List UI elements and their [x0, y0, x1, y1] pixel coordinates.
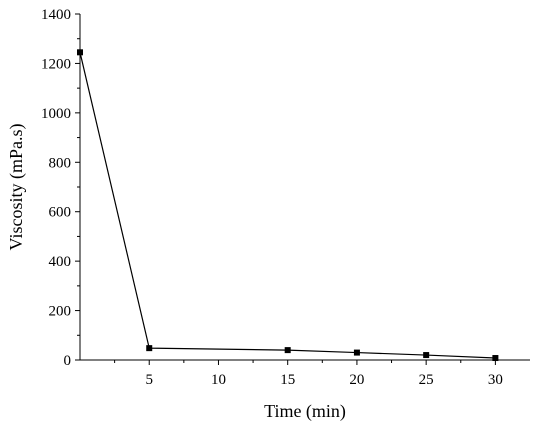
y-tick-label: 600: [49, 205, 72, 221]
data-point: [353, 349, 360, 356]
x-axis-title: Time (min): [264, 401, 346, 422]
x-tick-label: 5: [145, 372, 153, 388]
data-point: [146, 345, 153, 352]
data-point: [77, 49, 83, 56]
y-tick-label: 200: [49, 304, 72, 320]
y-tick-label: 1000: [41, 106, 71, 122]
data-point: [492, 355, 499, 362]
data-point: [284, 347, 291, 354]
y-tick-label: 0: [64, 353, 72, 369]
series-layer: [77, 49, 499, 362]
plot-area: [79, 14, 530, 361]
x-tick-label: 20: [349, 372, 364, 388]
x-tick-label: 15: [280, 372, 295, 388]
x-tick-label: 10: [211, 372, 226, 388]
x-tick-label: 25: [419, 372, 434, 388]
data-point: [423, 352, 430, 359]
y-tick-label: 1400: [41, 7, 71, 23]
y-tick-label: 1200: [41, 56, 71, 72]
y-axis-title: Viscosity (mPa.s): [6, 124, 27, 251]
series-line: [79, 52, 496, 359]
x-axis-ticks: 5 10 15 20 25 30: [114, 360, 503, 388]
y-tick-label: 400: [49, 254, 72, 270]
y-tick-label: 800: [49, 155, 72, 171]
y-axis-ticks: 0 200 400 600 800 1000 1200 1400: [41, 7, 80, 369]
x-tick-label: 30: [488, 372, 503, 388]
